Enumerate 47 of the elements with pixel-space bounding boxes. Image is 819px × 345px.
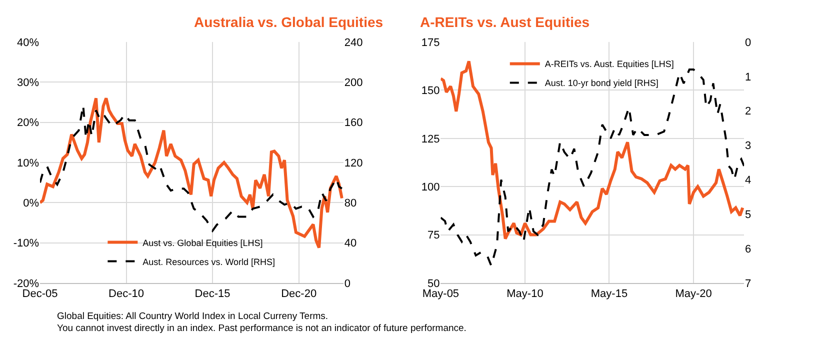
y-tick-label: 125 — [421, 133, 440, 146]
x-tick-label: May-20 — [675, 288, 712, 300]
line-series — [440, 68, 744, 267]
legend-label: Aust vs. Global Equities [LHS] — [142, 238, 263, 248]
x-tick-label: May-15 — [590, 288, 628, 300]
y2-tick-label: 240 — [344, 36, 363, 49]
x-tick-label: Dec-20 — [281, 288, 317, 300]
line-series — [40, 96, 344, 250]
y2-tick-label: 1 — [745, 71, 752, 84]
y2-tick-label: 4 — [745, 174, 752, 187]
y-tick-label: 100 — [421, 181, 440, 194]
chart-title: Australia vs. Global Equities — [194, 14, 384, 30]
y2-tick-label: 0 — [745, 36, 752, 49]
y2-tick-label: 0 — [344, 278, 350, 290]
y-tick-label: -20% — [13, 278, 40, 290]
y-tick-label: 0% — [23, 198, 40, 210]
y-tick-label: 40% — [16, 36, 40, 49]
x-tick-label: Dec-15 — [194, 288, 230, 300]
text: Global Equities: All Country World Index in Local Curreny Terms. — [57, 311, 328, 322]
x-tick-label: May-10 — [506, 288, 544, 300]
line-series — [440, 60, 744, 240]
y-tick-label: 75 — [427, 230, 440, 242]
y2-tick-label: 40 — [344, 238, 357, 250]
legend-label: Aust. Resources vs. World [RHS] — [142, 256, 276, 267]
y-tick-label: 30% — [16, 77, 40, 90]
y-tick-label: -10% — [13, 238, 40, 250]
legend-label: A-REITs vs. Aust. Equities [LHS] — [544, 59, 674, 70]
y2-tick-label: 5 — [745, 208, 752, 221]
chart-title: A-REITs vs. Aust Equities — [420, 14, 590, 30]
y-tick-label: 175 — [421, 36, 440, 49]
y2-tick-label: 3 — [745, 140, 752, 152]
y-tick-label: 50 — [427, 278, 440, 290]
y2-tick-label: 2 — [745, 106, 752, 118]
y2-tick-label: 80 — [344, 198, 357, 210]
legend-label: Aust. 10-yr bond yield [RHS] — [544, 78, 658, 88]
y2-tick-label: 120 — [344, 157, 363, 170]
x-tick-label: Dec-10 — [108, 288, 144, 300]
x-tick-label: May-05 — [422, 288, 460, 300]
text: You cannot invest directly in an index. Past performance is not an indicator of future performance. — [57, 323, 466, 334]
y-tick-label: 20% — [16, 117, 40, 130]
y2-tick-label: 200 — [344, 77, 363, 90]
x-tick-label: Dec-05 — [22, 288, 58, 300]
y2-tick-label: 160 — [344, 117, 363, 130]
y-tick-label: 10% — [16, 157, 40, 170]
y2-tick-label: 7 — [745, 278, 752, 290]
y2-tick-label: 6 — [745, 243, 752, 256]
y-tick-label: 150 — [421, 85, 440, 98]
